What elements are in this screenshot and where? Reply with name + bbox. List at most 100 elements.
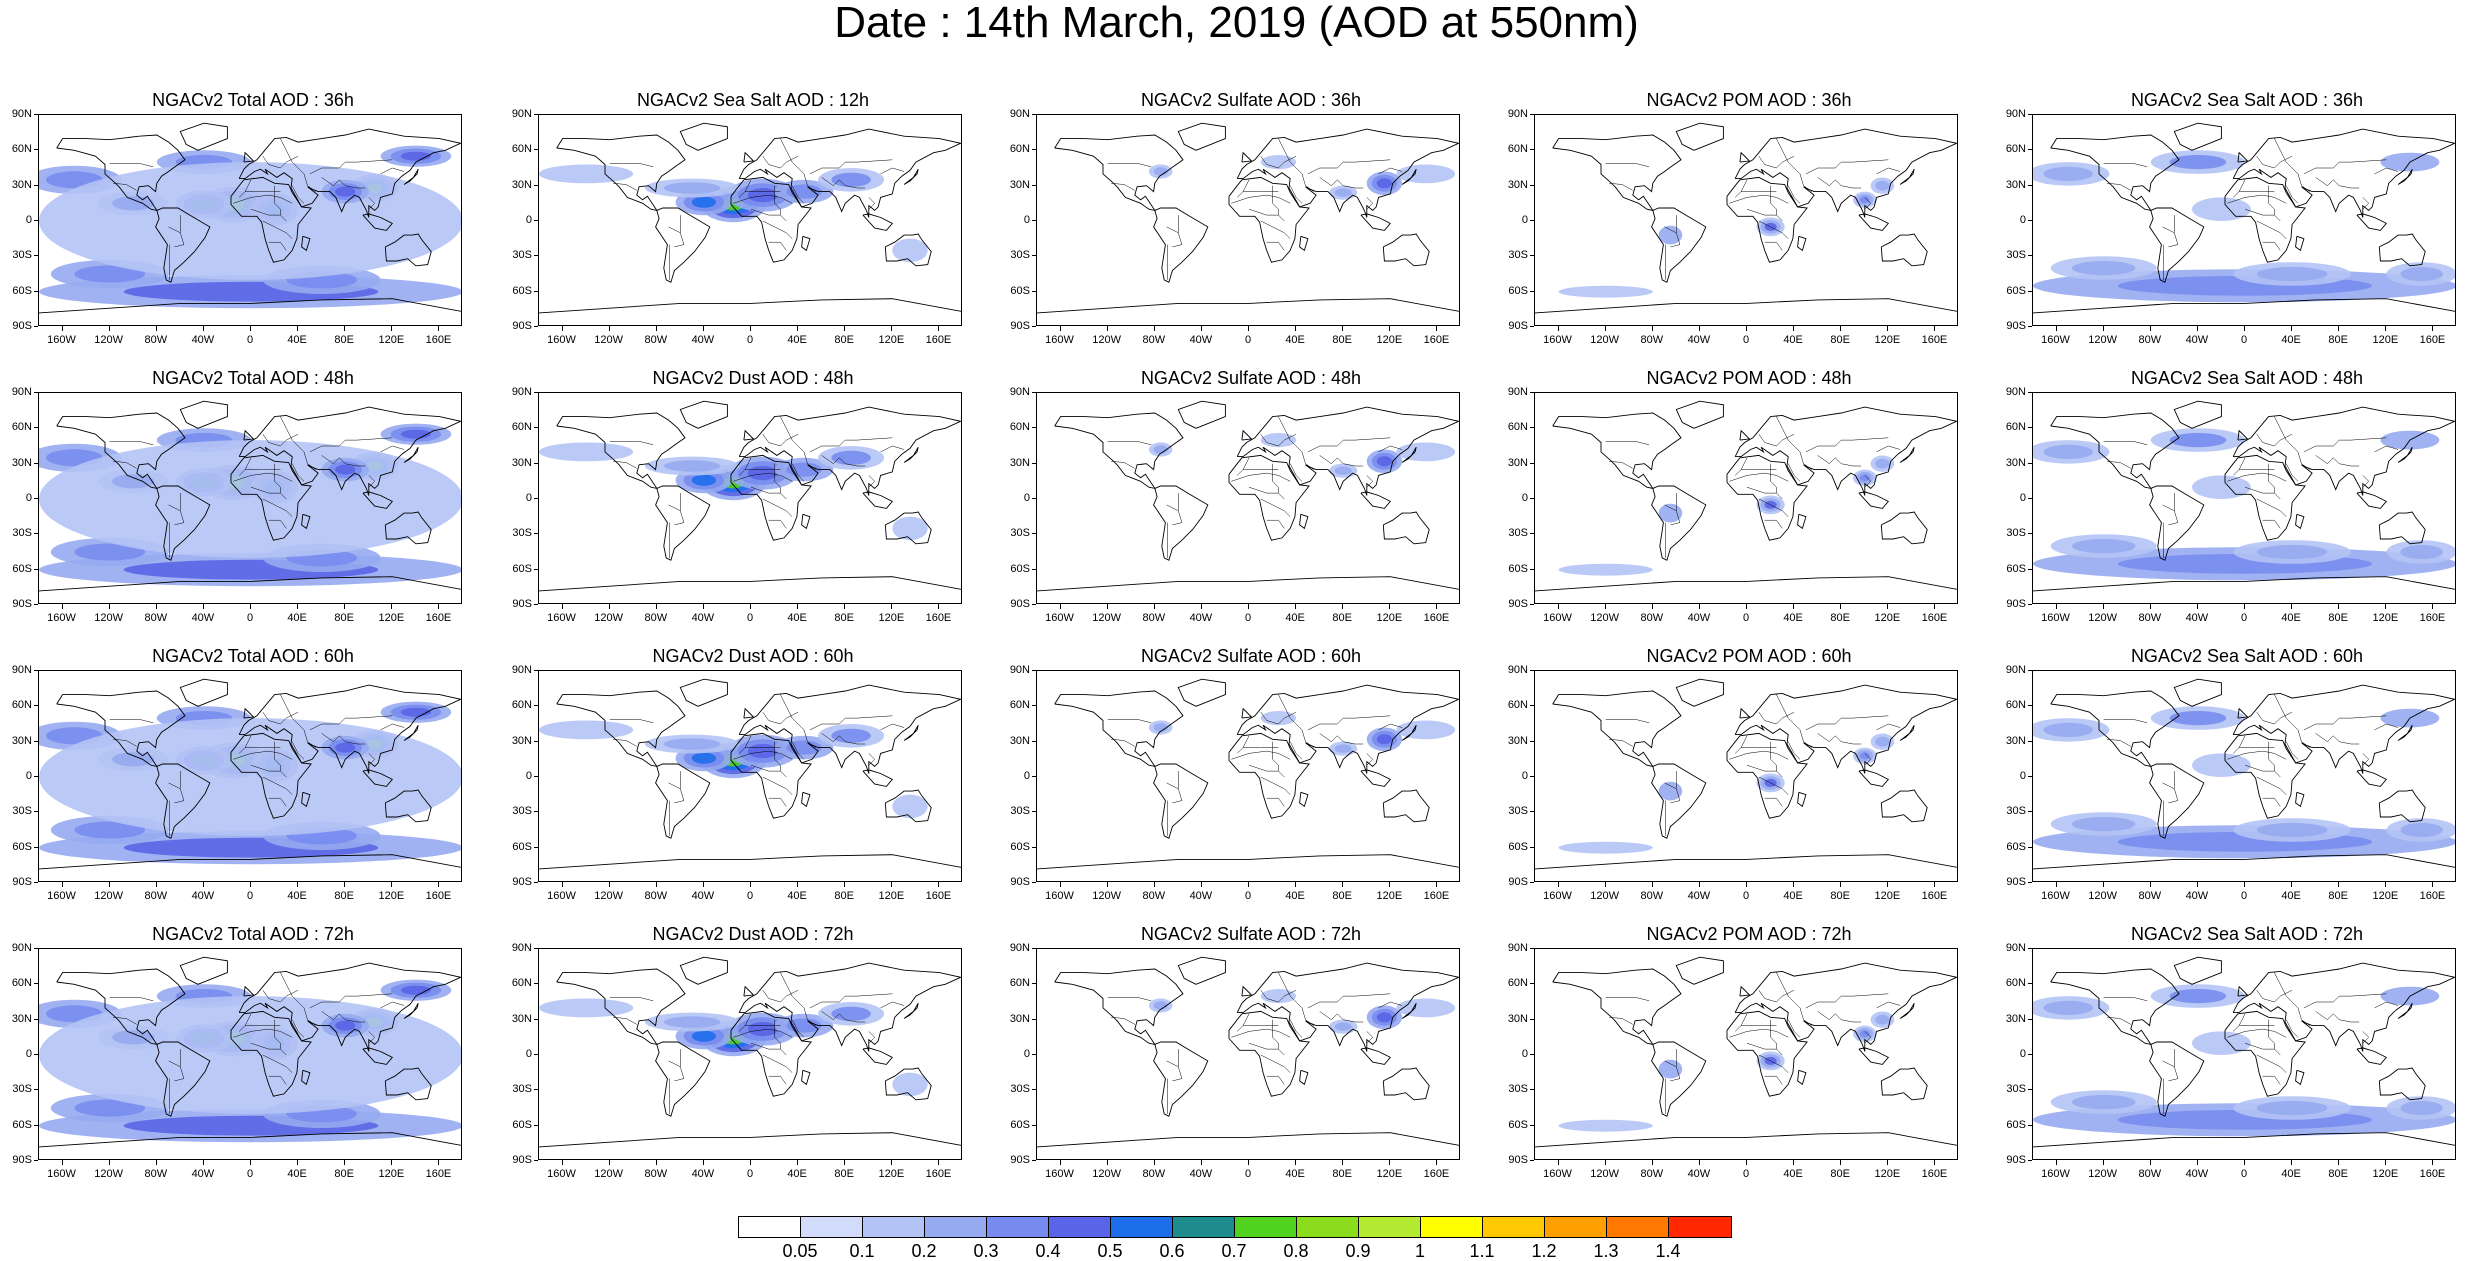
map-area	[538, 392, 962, 604]
longitude-tick	[2432, 326, 2434, 331]
latitude-label: 60N	[2005, 699, 2026, 712]
longitude-label: 40W	[1189, 334, 1213, 346]
longitude-label: 80E	[334, 612, 354, 624]
latitude-label: 30N	[511, 178, 532, 191]
longitude-tick	[1106, 1160, 1108, 1165]
coastline	[1241, 151, 1253, 163]
coastline	[362, 491, 394, 509]
latitude-tick	[1032, 462, 1036, 464]
aod-field	[539, 164, 928, 263]
longitude-label: 80W	[644, 334, 668, 346]
coastline	[301, 235, 311, 252]
aod-blob	[2071, 817, 2136, 832]
longitude-tick	[1887, 1160, 1889, 1165]
longitude-label: 80W	[1640, 1168, 1664, 1180]
longitude-tick	[1248, 882, 1249, 887]
longitude-tick	[2244, 882, 2245, 887]
map-svg	[2033, 956, 2455, 1148]
country-border	[809, 993, 893, 1009]
country-border	[1609, 739, 1633, 747]
longitude-label: 120W	[94, 1168, 124, 1180]
coastline	[862, 769, 894, 787]
latitude-label: 90N	[2005, 108, 2026, 120]
country-border	[280, 694, 305, 731]
country-border	[2107, 1017, 2131, 1025]
coastline	[2232, 406, 2455, 496]
longitude-label: 40W	[691, 612, 715, 624]
country-border	[774, 1019, 781, 1050]
country-border	[1107, 163, 1152, 168]
country-border	[1864, 753, 1872, 766]
coastline	[384, 233, 432, 267]
aod-blob	[663, 1016, 721, 1028]
longitude-tick	[2102, 326, 2104, 331]
longitude-label: 80E	[1332, 1168, 1352, 1180]
longitude-tick	[1934, 1160, 1936, 1165]
longitude-label: 40W	[1189, 1168, 1213, 1180]
latitude-tick	[2028, 498, 2032, 499]
latitude-tick	[34, 220, 38, 221]
latitude-label: 90S	[12, 876, 32, 888]
aod-blob	[747, 188, 778, 203]
country-border	[1817, 733, 1862, 745]
longitude-label: 80W	[2138, 1168, 2162, 1180]
latitude-tick	[1530, 290, 1534, 292]
country-border	[2262, 241, 2281, 251]
coastline	[1037, 854, 1459, 870]
coastline	[179, 400, 228, 429]
longitude-label: 160W	[1045, 334, 1074, 346]
longitude-tick	[1200, 882, 1202, 887]
country-border	[762, 155, 799, 169]
longitude-label: 40W	[1189, 612, 1213, 624]
longitude-tick	[1342, 882, 1344, 887]
longitude-label: 160W	[1543, 890, 1572, 902]
coastline	[1734, 128, 1957, 218]
latitude-tick	[534, 568, 538, 570]
longitude-label: 160E	[1921, 612, 1948, 624]
longitude-label: 120W	[94, 334, 124, 346]
longitude-label: 0	[2240, 1168, 2248, 1180]
longitude-label: 160W	[1543, 612, 1572, 624]
longitude-label: 160E	[1921, 890, 1948, 902]
country-border	[791, 741, 805, 760]
country-border	[268, 519, 287, 529]
coastline	[1228, 732, 1310, 819]
aod-field	[1148, 155, 1456, 200]
longitude-label: 0	[746, 1168, 754, 1180]
aod-field	[39, 701, 461, 865]
map-panel: NGACv2 POM AOD : 72h 90N 60N 30N 0 30S 60S 90S 1…	[1496, 924, 1966, 1196]
longitude-label: 160W	[547, 612, 576, 624]
country-border	[750, 1042, 787, 1056]
aod-blob	[539, 998, 634, 1018]
longitude-tick	[2244, 604, 2245, 609]
country-border	[1231, 750, 1291, 760]
longitude-label: 0	[1244, 612, 1252, 624]
country-border	[2362, 1031, 2370, 1044]
aod-blob	[1334, 744, 1352, 753]
country-border	[1776, 694, 1801, 731]
coastline	[2033, 854, 2455, 870]
latitude-label: 90N	[1009, 108, 1030, 120]
longitude-tick	[655, 326, 657, 331]
latitude-tick	[534, 290, 538, 292]
country-border	[791, 185, 805, 204]
longitude-tick	[1934, 326, 1936, 331]
latitude-tick	[2028, 846, 2032, 848]
country-border	[2374, 723, 2399, 731]
country-border	[1799, 451, 1812, 470]
coastline	[2295, 1069, 2305, 1086]
longitude-label: 40E	[2281, 334, 2301, 346]
longitude-tick	[250, 326, 251, 331]
latitude-tick	[1032, 326, 1036, 327]
map-svg	[2033, 122, 2455, 314]
country-border	[2244, 208, 2281, 222]
country-border	[1764, 797, 1783, 807]
coastline	[1651, 207, 1707, 283]
latitude-label: 90N	[1009, 942, 1030, 954]
coastline	[862, 1047, 894, 1065]
longitude-label: 0	[1244, 890, 1252, 902]
latitude-label: 90S	[1508, 598, 1528, 610]
longitude-label: 80W	[2138, 612, 2162, 624]
latitude-tick	[34, 740, 38, 742]
longitude-tick	[1389, 326, 1391, 331]
